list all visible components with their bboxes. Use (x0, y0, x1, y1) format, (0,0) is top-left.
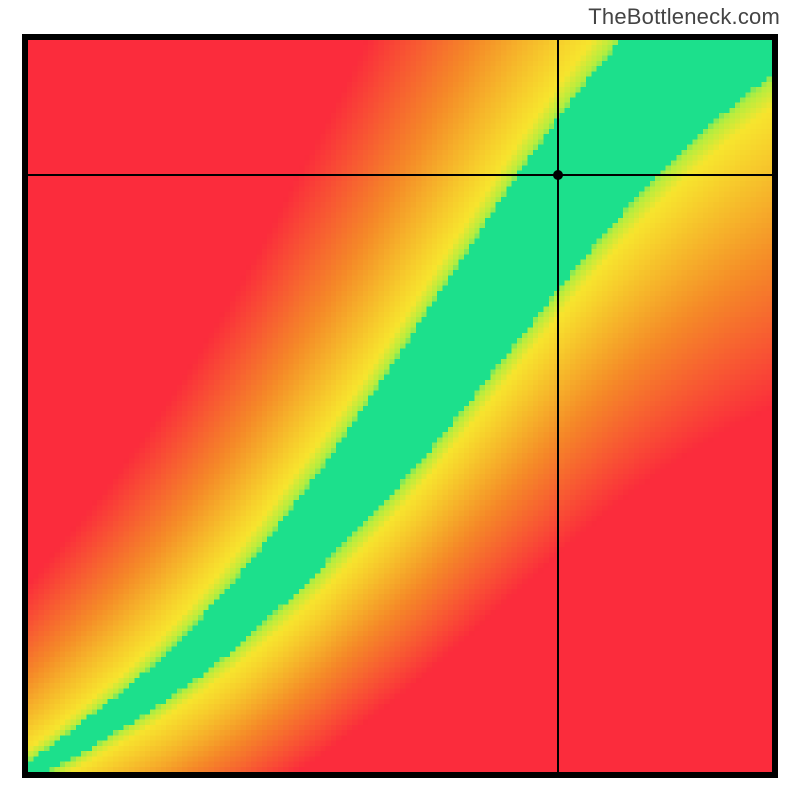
crosshair-vertical (557, 40, 559, 772)
marker-dot (553, 170, 563, 180)
watermark-label: TheBottleneck.com (588, 4, 780, 30)
crosshair-horizontal (28, 174, 772, 176)
heatmap-canvas (28, 40, 772, 772)
root: TheBottleneck.com (0, 0, 800, 800)
